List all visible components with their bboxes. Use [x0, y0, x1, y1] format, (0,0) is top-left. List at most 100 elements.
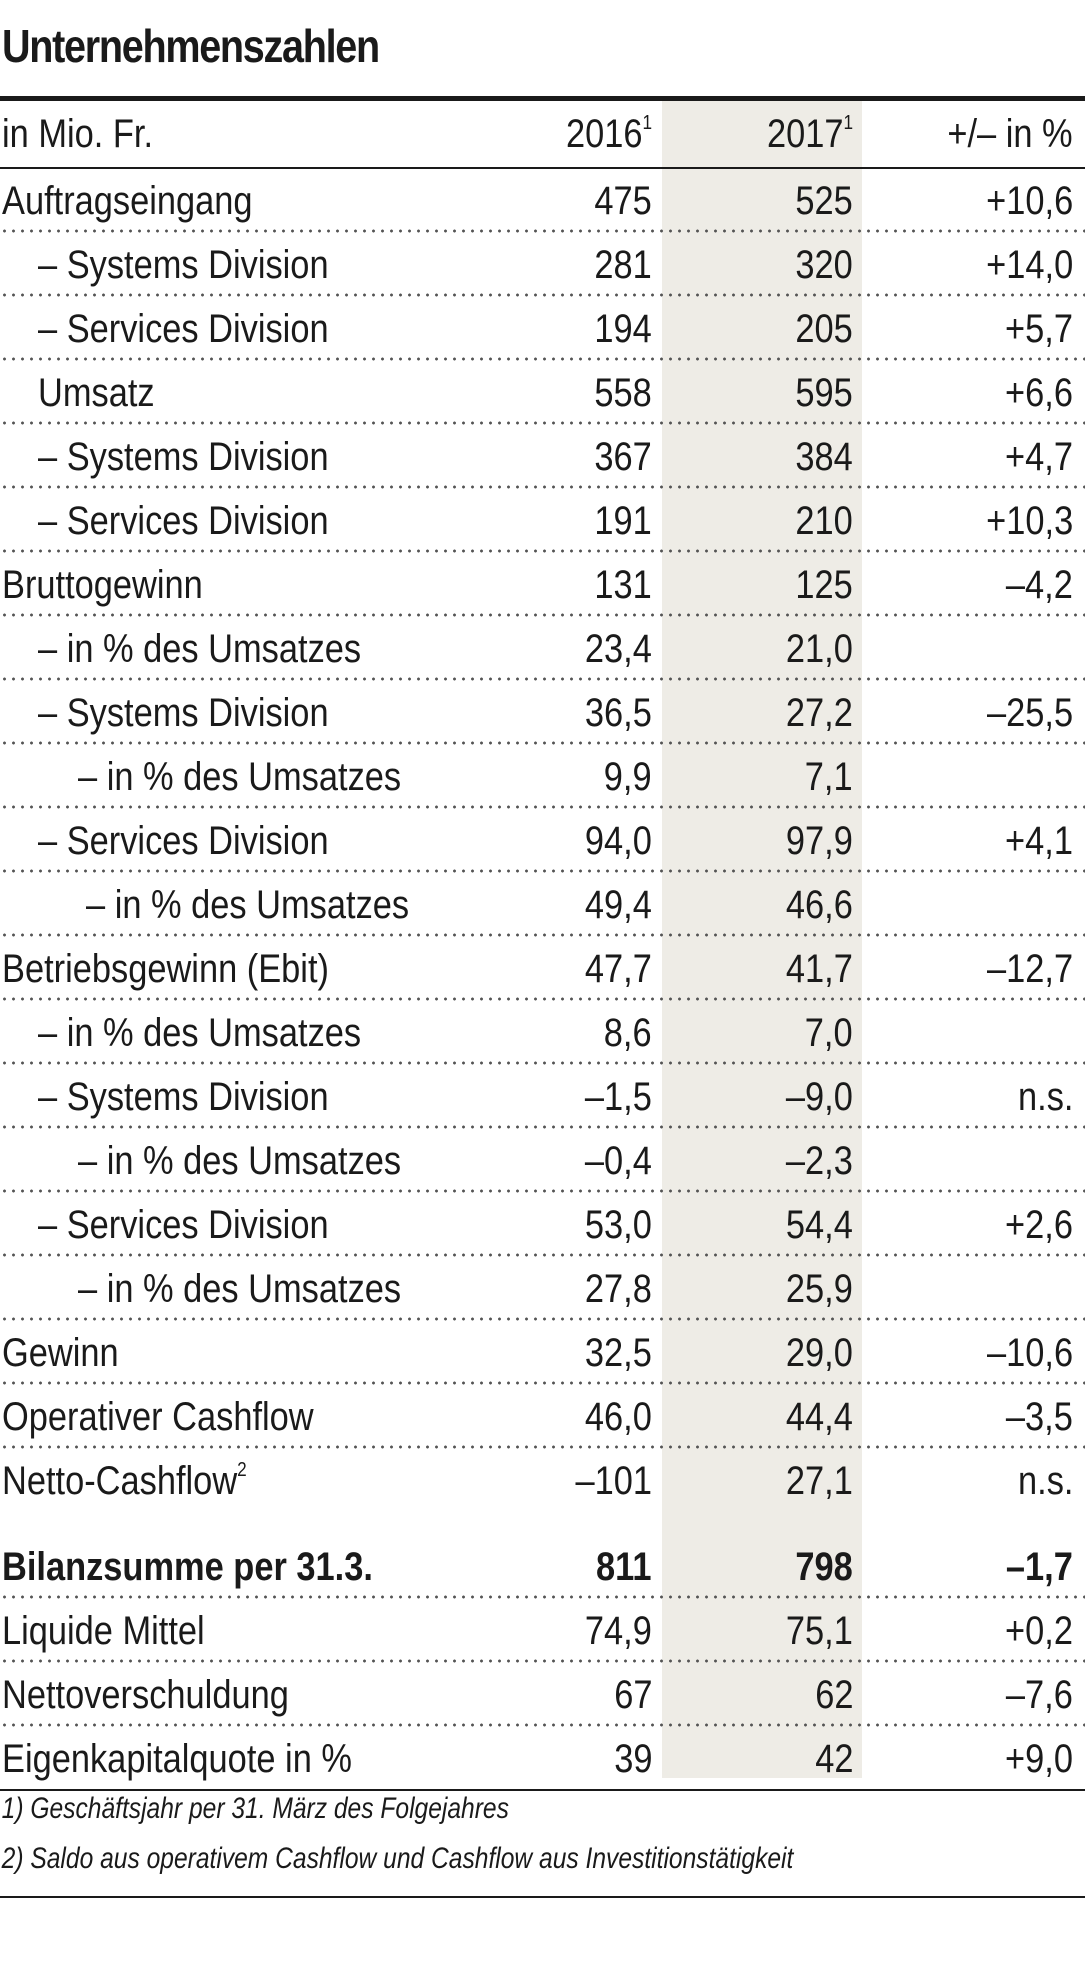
- value-change: –10,6: [986, 1331, 1073, 1375]
- table-row: – Systems Division –1,5 –9,0 n.s.: [0, 1065, 1085, 1129]
- row-label: Bilanzsumme per 31.3.: [2, 1545, 373, 1589]
- value-2016: 74,9: [585, 1609, 652, 1653]
- value-2016: –101: [575, 1459, 652, 1503]
- value-2016: 811: [596, 1545, 652, 1589]
- footnotes: 1) Geschäftsjahr per 31. März des Folgej…: [0, 1784, 1085, 1884]
- table-row: – Services Division 94,0 97,9 +4,1: [0, 809, 1085, 873]
- value-2017: 62: [814, 1673, 853, 1717]
- table-row: Umsatz 558 595 +6,6: [0, 361, 1085, 425]
- value-2016: 8,6: [604, 1011, 652, 1055]
- row-label: – in % des Umsatzes: [38, 1011, 362, 1055]
- table-row: – in % des Umsatzes –0,4 –2,3: [0, 1129, 1085, 1193]
- table-row: – Systems Division 36,5 27,2 –25,5: [0, 681, 1085, 745]
- table-row: – in % des Umsatzes 49,4 46,6: [0, 873, 1085, 937]
- value-2017: –9,0: [786, 1075, 853, 1119]
- value-change: +10,3: [985, 499, 1073, 543]
- value-2017: 75,1: [786, 1609, 853, 1653]
- financial-table: in Mio. Fr. 20161 20171 +/– in % Auftrag…: [0, 101, 1085, 1791]
- table-row: – Services Division 53,0 54,4 +2,6: [0, 1193, 1085, 1257]
- value-change: –25,5: [986, 691, 1073, 735]
- value-2017: 7,0: [805, 1011, 853, 1055]
- header-2016: 20161: [565, 112, 652, 156]
- value-change: n.s.: [1017, 1459, 1073, 1503]
- value-2017: 125: [795, 563, 853, 607]
- table-row: – in % des Umsatzes 23,4 21,0: [0, 617, 1085, 681]
- value-change: –12,7: [986, 947, 1073, 991]
- value-2016: 46,0: [585, 1395, 652, 1439]
- value-2017: 41,7: [786, 947, 853, 991]
- table-row: – Systems Division 367 384 +4,7: [0, 425, 1085, 489]
- value-2016: 9,9: [604, 755, 652, 799]
- unit-header: in Mio. Fr.: [2, 112, 154, 156]
- value-2017: 595: [795, 371, 853, 415]
- value-2016: 281: [594, 243, 652, 287]
- footnote-1: 1) Geschäftsjahr per 31. März des Folgej…: [1, 1792, 509, 1825]
- value-change: +6,6: [1005, 371, 1073, 415]
- value-2016: 367: [594, 435, 652, 479]
- row-label: – in % des Umsatzes: [78, 1139, 402, 1183]
- row-label: Bruttogewinn: [2, 563, 203, 607]
- value-2016: 53,0: [585, 1203, 652, 1247]
- row-label: – Systems Division: [38, 435, 329, 479]
- row-label: Operativer Cashflow: [2, 1395, 314, 1439]
- value-2016: 191: [594, 499, 652, 543]
- row-label: – in % des Umsatzes: [78, 755, 402, 799]
- footnote-2: 2) Saldo aus operativem Cashflow und Cas…: [1, 1842, 794, 1875]
- value-2016: 36,5: [585, 691, 652, 735]
- table-row: Bruttogewinn 131 125 –4,2: [0, 553, 1085, 617]
- value-change: +2,6: [1005, 1203, 1073, 1247]
- value-2016: 47,7: [585, 947, 652, 991]
- value-2017: 97,9: [786, 819, 853, 863]
- value-2017: 27,2: [786, 691, 853, 735]
- row-label: Liquide Mittel: [2, 1609, 205, 1653]
- header-2017: 20171: [766, 112, 853, 156]
- value-change: n.s.: [1017, 1075, 1073, 1119]
- table-row: – in % des Umsatzes 27,8 25,9: [0, 1257, 1085, 1321]
- bottom-rule: [0, 1896, 1085, 1898]
- value-2017: 21,0: [786, 627, 853, 671]
- table-row: Betriebsgewinn (Ebit) 47,7 41,7 –12,7: [0, 937, 1085, 1001]
- table-row: Netto-Cashflow2 –101 27,1 n.s.: [0, 1449, 1085, 1513]
- row-label: – in % des Umsatzes: [38, 627, 362, 671]
- value-change: +9,0: [1005, 1737, 1073, 1781]
- value-change: +5,7: [1005, 307, 1073, 351]
- value-2016: –0,4: [585, 1139, 652, 1183]
- value-2016: 475: [594, 179, 652, 223]
- value-change: –4,2: [1006, 563, 1073, 607]
- table-row: – in % des Umsatzes 8,6 7,0: [0, 1001, 1085, 1065]
- row-label: Umsatz: [38, 371, 155, 415]
- value-change: +0,2: [1005, 1609, 1073, 1653]
- value-change: +14,0: [985, 243, 1073, 287]
- value-2017: 205: [795, 307, 853, 351]
- value-2017: 27,1: [786, 1459, 853, 1503]
- value-change: –7,6: [1006, 1673, 1073, 1717]
- value-2016: 194: [594, 307, 652, 351]
- value-2016: 23,4: [585, 627, 652, 671]
- value-2016: 558: [594, 371, 652, 415]
- row-label: Netto-Cashflow2: [2, 1459, 247, 1503]
- table-row: Operativer Cashflow 46,0 44,4 –3,5: [0, 1385, 1085, 1449]
- table-row: – in % des Umsatzes 9,9 7,1: [0, 745, 1085, 809]
- row-label: – Systems Division: [38, 243, 329, 287]
- value-change: +10,6: [985, 179, 1073, 223]
- value-2017: 7,1: [805, 755, 853, 799]
- row-label: – Systems Division: [38, 691, 329, 735]
- row-label: Gewinn: [2, 1331, 119, 1375]
- value-2016: –1,5: [585, 1075, 652, 1119]
- value-2016: 131: [594, 563, 652, 607]
- value-2017: 25,9: [786, 1267, 853, 1311]
- table-row: – Services Division 191 210 +10,3: [0, 489, 1085, 553]
- value-2017: 44,4: [786, 1395, 853, 1439]
- table-row: Liquide Mittel 74,9 75,1 +0,2: [0, 1599, 1085, 1663]
- row-label: Auftragseingang: [2, 179, 253, 223]
- table-header-row: in Mio. Fr. 20161 20171 +/– in %: [0, 101, 1085, 169]
- value-2017: 54,4: [786, 1203, 853, 1247]
- value-2016: 49,4: [585, 883, 652, 927]
- value-change: +4,7: [1005, 435, 1073, 479]
- value-change: –3,5: [1006, 1395, 1073, 1439]
- value-2016: 32,5: [585, 1331, 652, 1375]
- value-2017: 798: [795, 1545, 853, 1589]
- row-label: Nettoverschuldung: [2, 1673, 289, 1717]
- value-2016: 67: [613, 1673, 652, 1717]
